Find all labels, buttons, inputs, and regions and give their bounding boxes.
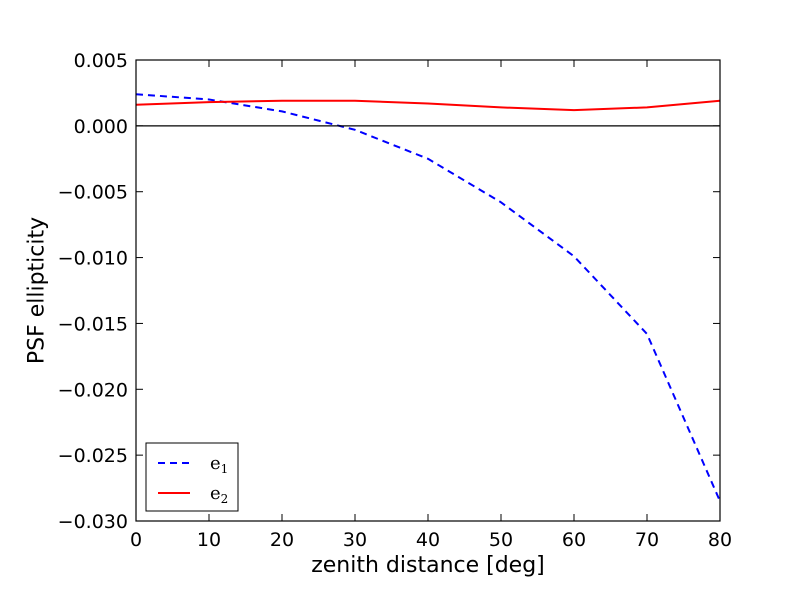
ticks-layer: 0 10 20 30 40 50 60 70 80 0.005 0.000 −0.005 −0.010 −… bbox=[58, 50, 732, 551]
y-tick-label: −0.010 bbox=[58, 248, 128, 270]
y-tick-label: 0.000 bbox=[74, 116, 128, 138]
y-axis-label: PSF ellipticity bbox=[25, 217, 50, 364]
x-tick-label: 40 bbox=[416, 529, 440, 551]
series-1-line bbox=[135, 93, 721, 502]
x-tick-label: 60 bbox=[562, 529, 586, 551]
y-tick-label: −0.015 bbox=[58, 313, 128, 335]
x-axis-label: zenith distance [deg] bbox=[311, 553, 545, 578]
x-tick-label: 10 bbox=[197, 529, 221, 551]
y-tick-label: 0.005 bbox=[74, 50, 128, 72]
x-tick-label: 70 bbox=[635, 529, 659, 551]
legend-box bbox=[145, 442, 239, 512]
y-tick-label: −0.005 bbox=[58, 182, 128, 204]
x-tick-label: 0 bbox=[130, 529, 142, 551]
series-2-line bbox=[135, 99, 721, 112]
y-tick-label: −0.020 bbox=[58, 379, 128, 401]
x-tick-label: 30 bbox=[343, 529, 367, 551]
series-layer bbox=[135, 93, 721, 502]
y-tick-label: −0.025 bbox=[58, 445, 128, 467]
legend-label-2: e2 bbox=[210, 483, 228, 506]
x-tick-label: 20 bbox=[270, 529, 294, 551]
y-tick-label: −0.030 bbox=[58, 511, 128, 533]
x-tick-label: 50 bbox=[489, 529, 513, 551]
legend-label-1: e1 bbox=[210, 453, 228, 476]
x-tick-label: 80 bbox=[708, 529, 732, 551]
